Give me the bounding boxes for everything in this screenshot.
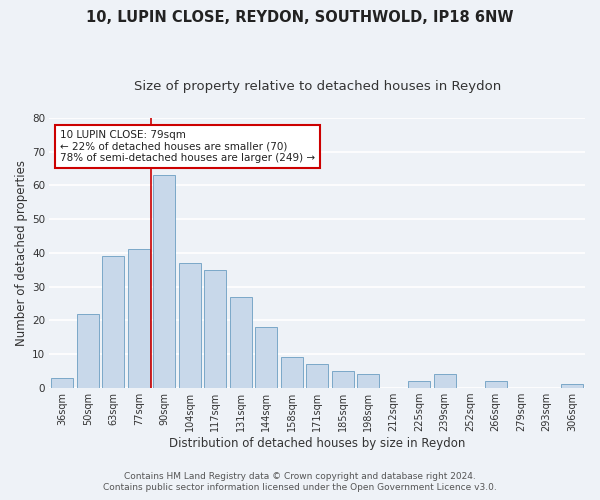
Bar	[307, 364, 328, 388]
Bar	[281, 358, 302, 388]
Bar	[230, 296, 251, 388]
Bar	[103, 256, 124, 388]
X-axis label: Distribution of detached houses by size in Reydon: Distribution of detached houses by size …	[169, 437, 466, 450]
Text: 10 LUPIN CLOSE: 79sqm
← 22% of detached houses are smaller (70)
78% of semi-deta: 10 LUPIN CLOSE: 79sqm ← 22% of detached …	[60, 130, 315, 163]
Bar	[52, 378, 73, 388]
Bar	[256, 327, 277, 388]
Bar	[205, 270, 226, 388]
Bar	[128, 250, 149, 388]
Title: Size of property relative to detached houses in Reydon: Size of property relative to detached ho…	[134, 80, 501, 93]
Text: 10, LUPIN CLOSE, REYDON, SOUTHWOLD, IP18 6NW: 10, LUPIN CLOSE, REYDON, SOUTHWOLD, IP18…	[86, 10, 514, 25]
Bar	[77, 314, 98, 388]
Bar	[154, 175, 175, 388]
Bar	[358, 374, 379, 388]
Y-axis label: Number of detached properties: Number of detached properties	[15, 160, 28, 346]
Bar	[562, 384, 583, 388]
Bar	[485, 381, 506, 388]
Bar	[332, 371, 353, 388]
Bar	[409, 381, 430, 388]
Bar	[179, 263, 200, 388]
Bar	[434, 374, 455, 388]
Text: Contains HM Land Registry data © Crown copyright and database right 2024.
Contai: Contains HM Land Registry data © Crown c…	[103, 472, 497, 492]
